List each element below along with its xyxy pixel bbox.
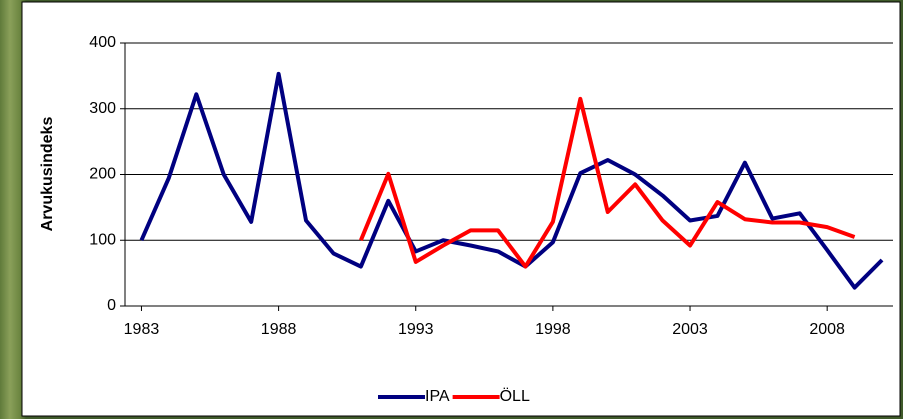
y-tick-label: 100 <box>89 231 116 248</box>
page: {"chart_data": {"type": "line", "y_label… <box>0 0 903 419</box>
y-tick-label: 0 <box>107 297 116 314</box>
x-tick-label: 1988 <box>261 321 297 338</box>
legend-label: IPA <box>425 388 450 405</box>
y-tick-label: 200 <box>89 166 116 183</box>
legend-label: ÖLL <box>500 387 530 405</box>
x-tick-label: 1998 <box>535 321 571 338</box>
y-tick-label: 400 <box>89 34 116 51</box>
x-tick-label: 2003 <box>672 321 708 338</box>
y-tick-label: 300 <box>89 100 116 117</box>
x-tick-label: 2008 <box>809 321 845 338</box>
x-tick-label: 1993 <box>398 321 434 338</box>
y-axis-label: Arvukusindeks <box>39 117 56 232</box>
chart: Arvukusindeks 0 100 200 300 400 1983 1988 1993 1… <box>0 0 903 419</box>
x-tick-label: 1983 <box>124 321 160 338</box>
